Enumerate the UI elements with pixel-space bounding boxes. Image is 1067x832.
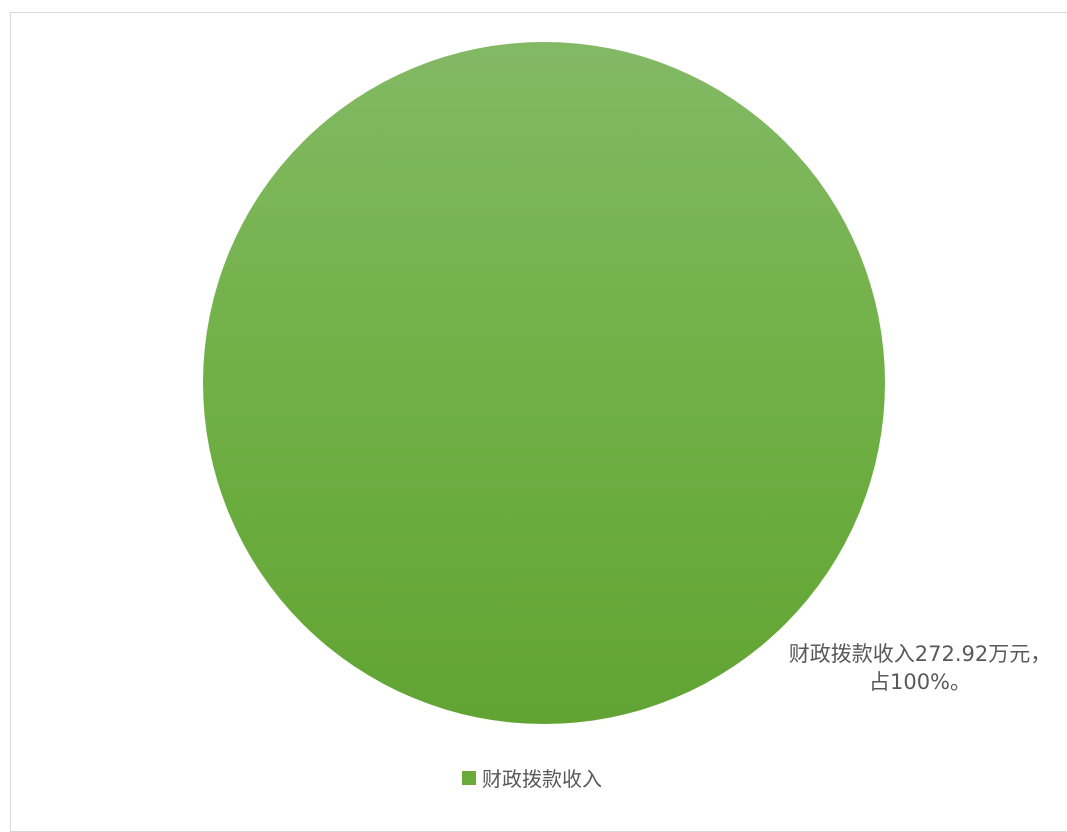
pie-chart	[203, 42, 885, 724]
pie-slice-0	[203, 42, 885, 724]
legend: 财政拨款收入	[462, 763, 602, 792]
pie-slices	[203, 42, 885, 724]
legend-swatch	[462, 770, 476, 785]
slice-data-label: 财政拨款收入272.92万元， 占100%。	[770, 640, 1067, 696]
legend-label: 财政拨款收入	[482, 767, 602, 791]
slice-data-label-line2: 占100%。	[868, 670, 972, 694]
slice-data-label-line1: 财政拨款收入272.92万元，	[788, 642, 1052, 666]
